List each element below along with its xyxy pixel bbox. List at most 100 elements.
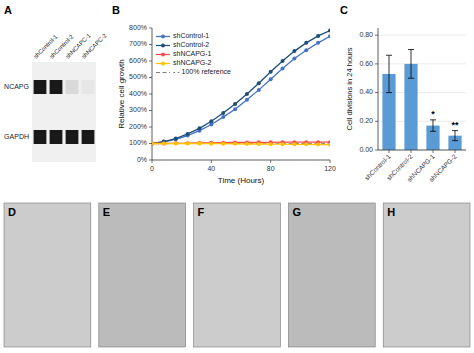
point — [292, 142, 296, 146]
legend-entry: shNCAPG-1 — [173, 50, 212, 57]
plot-area — [382, 50, 461, 150]
y-tick-label: 800% — [129, 24, 147, 31]
y-tick — [375, 63, 378, 64]
error-cap — [386, 55, 392, 56]
point — [304, 41, 308, 45]
y-tick — [375, 35, 378, 36]
point — [257, 88, 261, 92]
x-tick-label: 40 — [207, 165, 215, 172]
x-tick — [433, 150, 434, 153]
x-tick — [152, 160, 153, 163]
point — [209, 141, 213, 145]
point — [174, 137, 178, 141]
point — [152, 142, 154, 146]
panel-label: E — [103, 206, 110, 218]
y-tick-label: 700% — [129, 40, 147, 47]
error-cap — [408, 78, 414, 79]
legend-swatch — [156, 72, 170, 73]
point — [221, 141, 225, 145]
point — [281, 142, 285, 146]
band — [50, 130, 63, 144]
x-tick — [270, 160, 271, 163]
y-tick-label: 500% — [129, 73, 147, 80]
legend-entry: shNCAPG-2 — [173, 59, 212, 66]
x-tick — [211, 160, 212, 163]
y-tick — [149, 77, 152, 78]
x-axis-label: Time (Hours) — [218, 176, 265, 185]
band — [34, 130, 47, 144]
y-tick-label: 0.00 — [359, 146, 373, 153]
point — [245, 142, 249, 146]
image-placeholder — [4, 203, 91, 347]
x-tick-label: 80 — [267, 165, 275, 172]
y-tick — [375, 121, 378, 122]
y-tick — [149, 28, 152, 29]
column-label: shNCAPC-2 — [80, 32, 108, 60]
row-label: GAPDH — [4, 133, 29, 140]
y-tick — [149, 110, 152, 111]
point — [186, 132, 190, 136]
panel-image: F — [194, 203, 281, 347]
error-stem — [433, 120, 434, 131]
point — [221, 142, 225, 146]
y-tick-label: 0.80 — [359, 31, 373, 38]
point — [233, 107, 237, 111]
x-tick — [411, 150, 412, 153]
band — [82, 130, 95, 144]
panel-label: H — [387, 206, 395, 218]
x-tick-label: 0 — [150, 165, 154, 172]
point — [292, 57, 296, 61]
reference-line — [152, 143, 330, 144]
point — [186, 142, 190, 146]
y-tick — [149, 61, 152, 62]
grid-line — [378, 92, 466, 93]
figure: AshControl-1shControl-2shNCAPC-1shNCAPC-… — [0, 0, 474, 353]
point — [257, 142, 261, 146]
point — [245, 92, 249, 96]
error-stem — [455, 131, 456, 141]
point — [316, 142, 320, 146]
point — [221, 111, 225, 115]
panel-label: A — [4, 4, 12, 16]
legend-entry: shControl-2 — [173, 41, 209, 48]
error-bar — [430, 120, 436, 131]
panel-heatmap: AshControl-1shControl-2shNCAPC-1shNCAPC-… — [4, 4, 108, 162]
error-cap — [408, 49, 414, 50]
y-tick — [149, 44, 152, 45]
plot-area — [152, 28, 330, 146]
legend-entry: - - 100% reference — [173, 68, 231, 75]
y-tick-label: 300% — [129, 106, 147, 113]
y-tick — [149, 160, 152, 161]
blot-background — [32, 62, 96, 162]
error-cap — [452, 140, 458, 141]
error-bar — [386, 55, 392, 92]
point — [328, 143, 330, 147]
point — [197, 141, 201, 145]
band — [66, 80, 79, 94]
error-cap — [430, 131, 436, 132]
y-tick — [375, 150, 378, 151]
y-tick — [149, 143, 152, 144]
legend-marker — [161, 44, 165, 48]
point — [152, 142, 154, 146]
point — [162, 142, 166, 146]
x-tick-label: shNCAPG-2 — [427, 152, 458, 183]
background — [0, 0, 474, 353]
error-cap — [452, 130, 458, 131]
y-axis-label: Cell divisions in 24 hours — [345, 47, 354, 130]
image-placeholder — [288, 203, 375, 347]
point — [186, 141, 190, 145]
error-stem — [389, 55, 390, 92]
panel-image: E — [99, 203, 186, 347]
point — [269, 77, 273, 81]
row-label: NCAPG — [4, 83, 29, 90]
point — [174, 142, 178, 146]
series-line — [152, 30, 330, 143]
error-bar — [452, 131, 458, 141]
image-placeholder — [194, 203, 281, 347]
band — [66, 130, 79, 144]
grid-line — [378, 150, 466, 151]
point — [316, 34, 320, 38]
legend: shControl-1shControl-2shNCAPG-1shNCAPG-2… — [156, 32, 231, 75]
point — [162, 142, 166, 146]
